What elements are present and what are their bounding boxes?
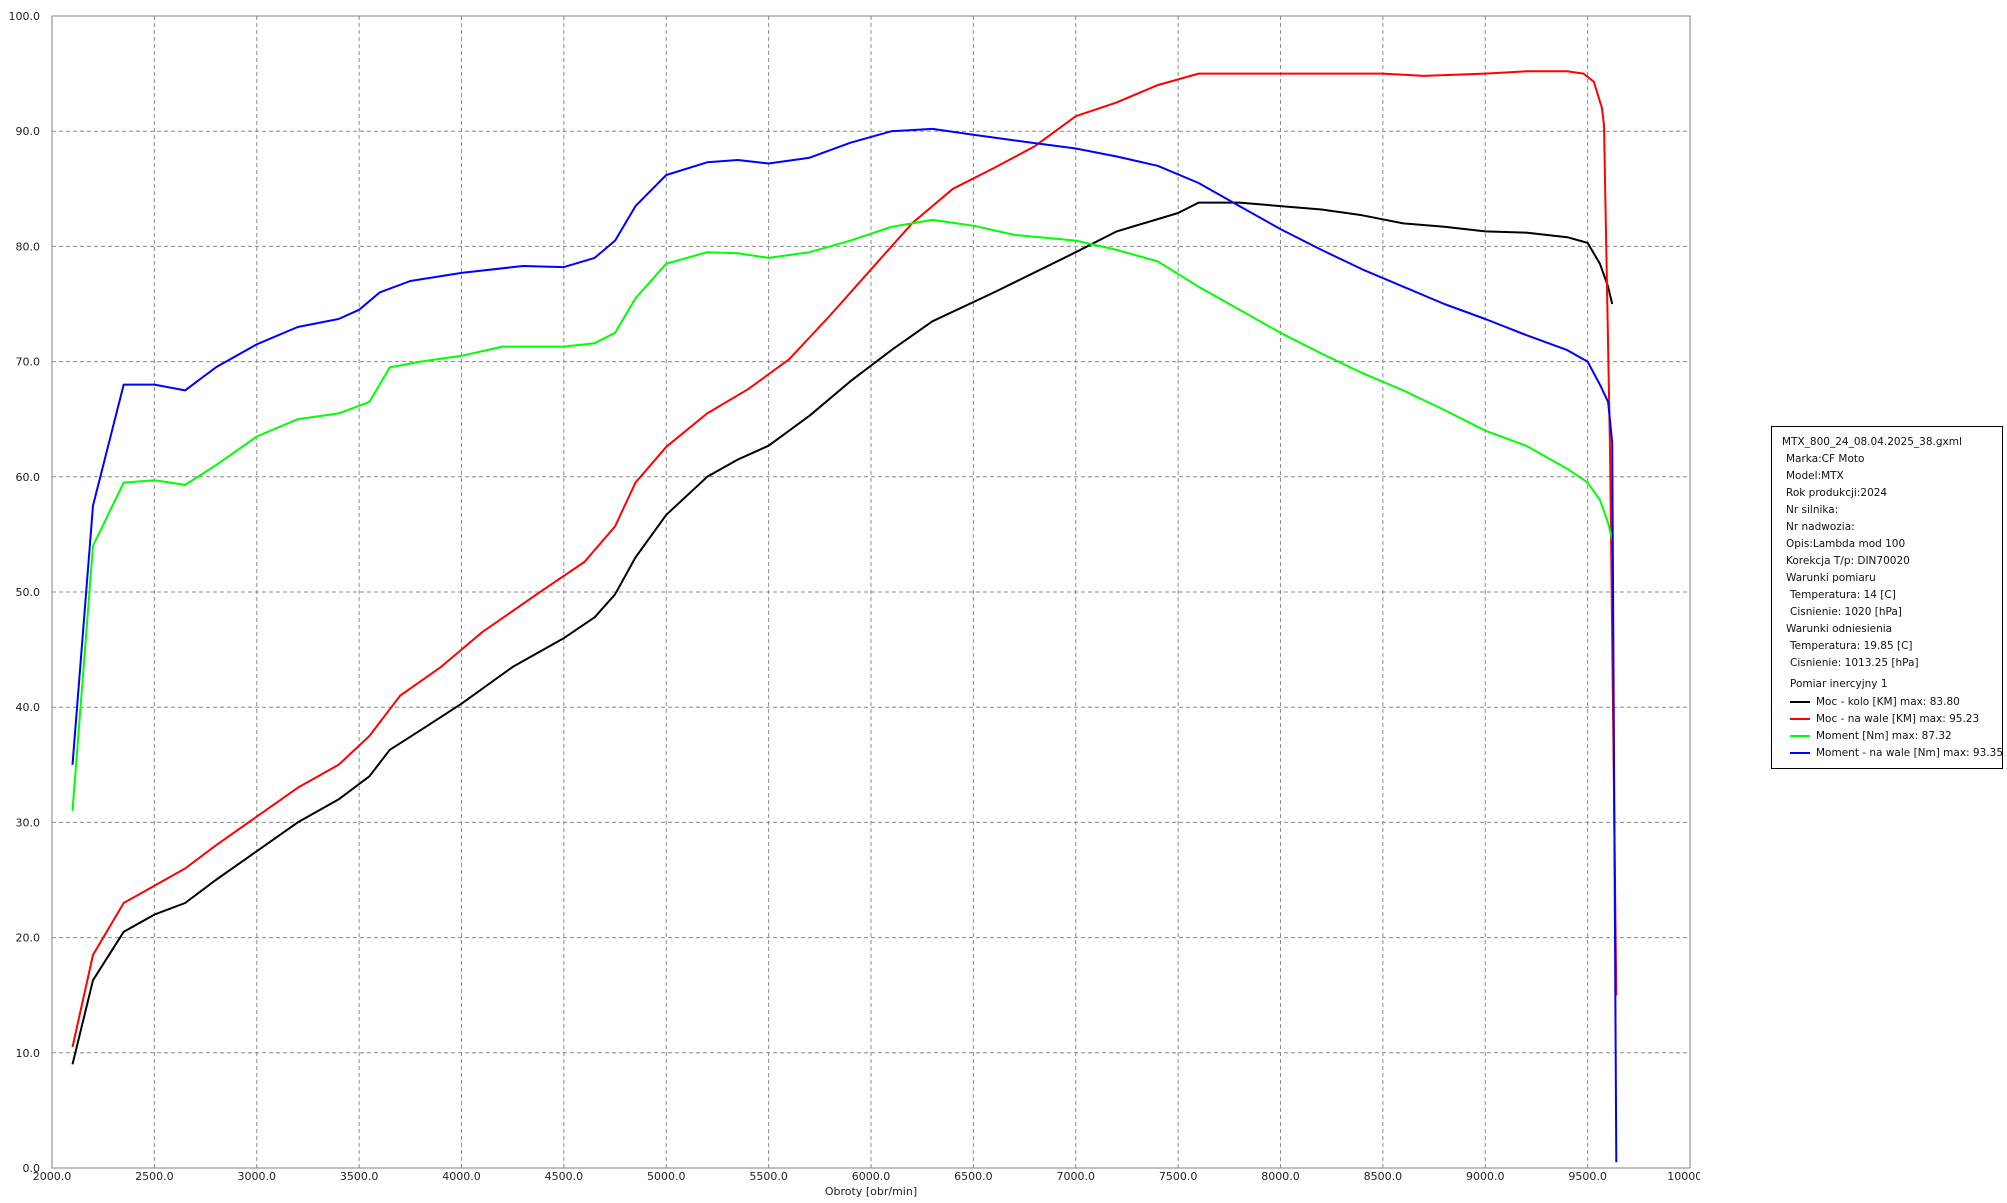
legend-entry-2: Moc - na wale [KM] max: 95.23 <box>1790 713 1979 726</box>
info-model: Model:MTX <box>1786 470 1844 482</box>
x-tick-label: 4000.0 <box>442 1170 481 1183</box>
x-tick-label: 10000.0 <box>1667 1170 1700 1183</box>
info-marka: Marka:CF Moto <box>1786 453 1865 465</box>
info-korekcja: Korekcja T/p: DIN70020 <box>1786 555 1910 567</box>
info-warunki-odniesienia: Warunki odniesienia <box>1786 623 1893 635</box>
info-opis: Opis:Lambda mod 100 <box>1786 538 1906 550</box>
x-axis-title: Obroty [obr/min] <box>825 1185 917 1198</box>
y-tick-label: 100.0 <box>9 10 41 23</box>
y-tick-label: 40.0 <box>16 701 41 714</box>
x-tick-label: 2500.0 <box>135 1170 174 1183</box>
legend-entry-4: Moment - na wale [Nm] max: 93.35 <box>1790 747 2003 760</box>
info-temp-pomiaru: Temperatura: 14 [C] <box>1790 589 1896 601</box>
y-axis-ticks: 0.0 10.0 20.0 30.0 40.0 50.0 60.0 70.0 80.0 90.0 1… <box>9 10 41 1175</box>
x-tick-label: 6000.0 <box>852 1170 891 1183</box>
plot-frame <box>51 15 1691 1169</box>
x-axis-ticks: 2000.0 2500.0 3000.0 3500.0 4000.0 4500.0 5000… <box>33 1170 1700 1183</box>
info-warunki-pomiaru: Warunki pomiaru <box>1786 572 1876 584</box>
y-tick-label: 30.0 <box>16 816 41 829</box>
x-tick-label: 5000.0 <box>647 1170 686 1183</box>
chart-area: 2000.0 2500.0 3000.0 3500.0 4000.0 4500.0 5000… <box>9 10 1701 1198</box>
info-silnik: Nr silnika: <box>1786 504 1839 516</box>
x-tick-label: 6500.0 <box>954 1170 993 1183</box>
y-tick-label: 20.0 <box>16 932 41 945</box>
info-cisn-pomiaru: Cisnienie: 1020 [hPa] <box>1790 606 1902 618</box>
legend-entry-3: Moment [Nm] max: 87.32 <box>1790 730 1952 743</box>
x-tick-label: 8000.0 <box>1261 1170 1300 1183</box>
info-nadwozie: Nr nadwozia: <box>1786 521 1855 533</box>
legend-label: Moc - na wale [KM] max: 95.23 <box>1816 713 1980 725</box>
file-name: MTX_800_24_08.04.2025_38.gxml <box>1782 436 1962 448</box>
grid <box>52 16 1690 1168</box>
x-tick-label: 4500.0 <box>545 1170 584 1183</box>
y-tick-label: 90.0 <box>16 125 41 138</box>
y-tick-label: 10.0 <box>16 1047 41 1060</box>
legend-label: Moc - kolo [KM] max: 83.80 <box>1816 696 1960 708</box>
y-tick-label: 70.0 <box>16 356 41 369</box>
x-tick-label: 2000.0 <box>33 1170 72 1183</box>
info-temp-odniesienia: Temperatura: 19.85 [C] <box>1790 640 1913 652</box>
y-tick-label: 80.0 <box>16 240 41 253</box>
series-line-2 <box>71 70 1618 1048</box>
x-tick-label: 9500.0 <box>1568 1170 1607 1183</box>
x-tick-label: 7500.0 <box>1159 1170 1198 1183</box>
info-cisn-odniesienia: Cisnienie: 1013.25 [hPa] <box>1790 657 1919 669</box>
series-layer <box>71 70 1618 1163</box>
series-line-1 <box>71 201 1614 1065</box>
x-tick-label: 7000.0 <box>1057 1170 1096 1183</box>
info-legend-panel: MTX_800_24_08.04.2025_38.gxml Marka:CF M… <box>1771 426 2003 769</box>
x-tick-label: 9000.0 <box>1466 1170 1505 1183</box>
legend-label: Moment [Nm] max: 87.32 <box>1816 730 1952 742</box>
legend-swatch <box>1790 735 1810 737</box>
x-tick-label: 3000.0 <box>238 1170 277 1183</box>
x-tick-label: 3500.0 <box>340 1170 379 1183</box>
legend-swatch <box>1790 718 1810 720</box>
legend-swatch <box>1790 752 1810 754</box>
legend-entry-1: Moc - kolo [KM] max: 83.80 <box>1790 696 1960 709</box>
legend-swatch <box>1790 701 1810 703</box>
info-pomiar: Pomiar inercyjny 1 <box>1790 678 1888 690</box>
y-tick-label: 50.0 <box>16 586 41 599</box>
y-tick-label: 60.0 <box>16 471 41 484</box>
legend-label: Moment - na wale [Nm] max: 93.35 <box>1816 747 2003 759</box>
x-tick-label: 5500.0 <box>749 1170 788 1183</box>
x-tick-label: 8500.0 <box>1364 1170 1403 1183</box>
info-rok: Rok produkcji:2024 <box>1786 487 1888 499</box>
series-line-4 <box>71 127 1618 1163</box>
series-line-3 <box>71 218 1614 811</box>
y-tick-label: 0.0 <box>23 1162 41 1175</box>
